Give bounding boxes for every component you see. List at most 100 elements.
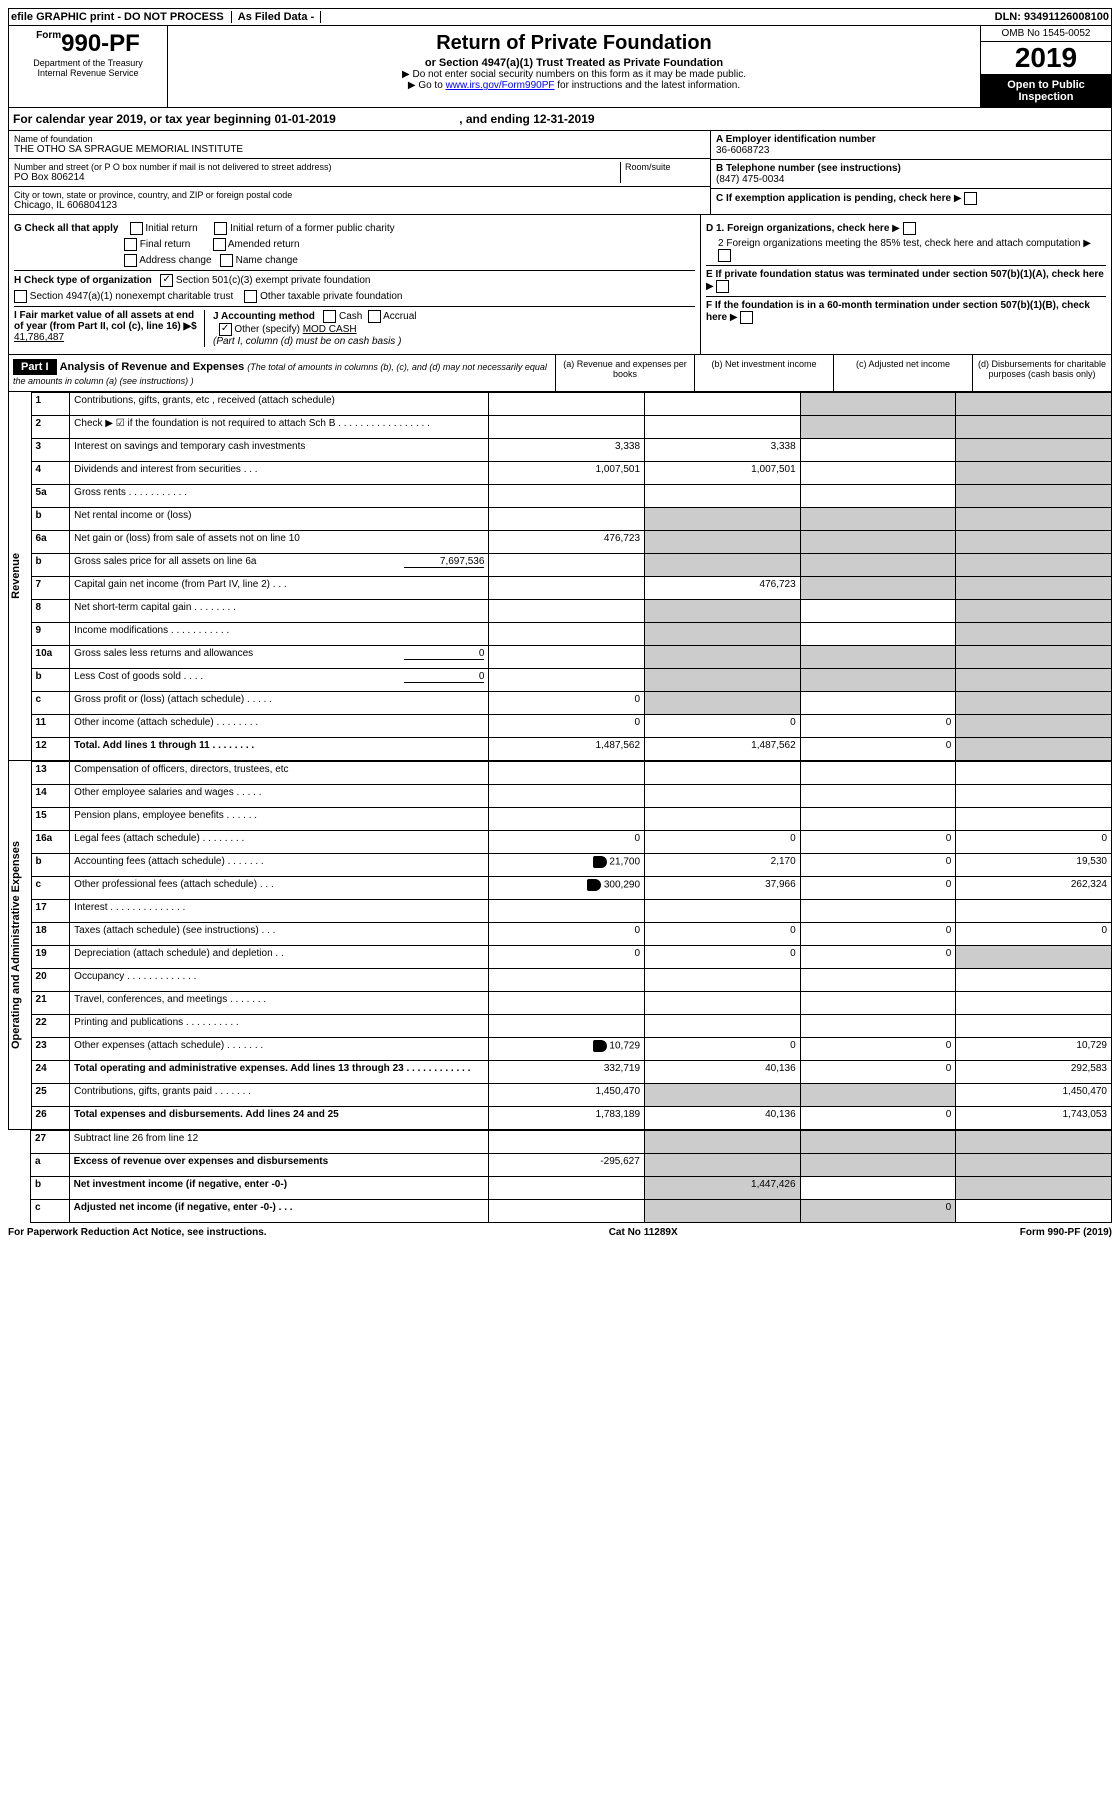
efile-notice: efile GRAPHIC print - DO NOT PROCESS (11, 11, 224, 23)
attachment-icon[interactable] (593, 1040, 607, 1052)
initial-former-cb[interactable] (214, 222, 227, 235)
j-cash-cb[interactable] (323, 310, 336, 323)
tel-label: B Telephone number (see instructions) (716, 163, 901, 174)
address-label: Number and street (or P O box number if … (14, 162, 620, 172)
table-row: cAdjusted net income (if negative, enter… (31, 1200, 1112, 1223)
footer-mid: Cat No 11289X (609, 1227, 678, 1238)
address: PO Box 806214 (14, 172, 620, 183)
room-label: Room/suite (620, 162, 705, 183)
table-row: aExcess of revenue over expenses and dis… (31, 1154, 1112, 1177)
amended-cb[interactable] (213, 238, 226, 251)
foundation-name: THE OTHO SA SPRAGUE MEMORIAL INSTITUTE (14, 144, 705, 155)
form-prefix: Form (36, 30, 61, 41)
table-row: 17Interest . . . . . . . . . . . . . . (31, 900, 1111, 923)
final-return-cb[interactable] (124, 238, 137, 251)
table-row: 22Printing and publications . . . . . . … (31, 1015, 1111, 1038)
table-row: 16aLegal fees (attach schedule) . . . . … (31, 831, 1111, 854)
form-number: 990-PF (61, 30, 140, 57)
title-block: Return of Private Foundation or Section … (168, 26, 980, 107)
f-cb[interactable] (740, 311, 753, 324)
expenses-table: 13Compensation of officers, directors, t… (31, 761, 1112, 1130)
j-note: (Part I, column (d) must be on cash basi… (213, 336, 401, 347)
table-row: bLess Cost of goods sold . . . .0 (31, 669, 1111, 692)
revenue-side-label: Revenue (8, 392, 31, 761)
table-row: bGross sales price for all assets on lin… (31, 554, 1111, 577)
table-row: 18Taxes (attach schedule) (see instructi… (31, 923, 1111, 946)
dept-treasury: Department of the Treasury (13, 58, 163, 68)
table-row: 7Capital gain net income (from Part IV, … (31, 577, 1111, 600)
j-accrual-cb[interactable] (368, 310, 381, 323)
table-row: 19Depreciation (attach schedule) and dep… (31, 946, 1111, 969)
ein-label: A Employer identification number (716, 134, 876, 145)
form-header: Form990-PF Department of the Treasury In… (8, 26, 1112, 108)
j-other-cb[interactable]: ✓ (219, 323, 232, 336)
part1-header-row: Part I Analysis of Revenue and Expenses … (8, 355, 1112, 392)
part1-badge: Part I (13, 359, 57, 375)
dln: DLN: 93491126008100 (995, 11, 1109, 23)
revenue-table: 1Contributions, gifts, grants, etc , rec… (31, 392, 1112, 761)
table-row: 6aNet gain or (loss) from sale of assets… (31, 531, 1111, 554)
irs-link[interactable]: www.irs.gov/Form990PF (446, 80, 555, 91)
table-row: 1Contributions, gifts, grants, etc , rec… (31, 393, 1111, 416)
table-row: 8Net short-term capital gain . . . . . .… (31, 600, 1111, 623)
page-footer: For Paperwork Reduction Act Notice, see … (8, 1223, 1112, 1242)
city-label: City or town, state or province, country… (14, 190, 705, 200)
footer-right: Form 990-PF (2019) (1020, 1227, 1112, 1238)
j-other-val: MOD CASH (303, 324, 357, 335)
ein-value: 36-6068723 (716, 145, 1106, 156)
c-label: C If exemption application is pending, c… (716, 193, 951, 204)
table-row: 10aGross sales less returns and allowanc… (31, 646, 1111, 669)
f-label: F If the foundation is in a 60-month ter… (706, 300, 1090, 323)
h-label: H Check type of organization (14, 275, 152, 286)
city-value: Chicago, IL 606804123 (14, 200, 705, 211)
d1-cb[interactable] (903, 222, 916, 235)
name-change-cb[interactable] (220, 254, 233, 267)
i-label: I Fair market value of all assets at end… (14, 310, 197, 332)
table-row: 15Pension plans, employee benefits . . .… (31, 808, 1111, 831)
note-link: ▶ Go to www.irs.gov/Form990PF for instru… (172, 80, 976, 91)
table-row: bNet rental income or (loss) (31, 508, 1111, 531)
table-row: 27Subtract line 26 from line 12 (31, 1131, 1112, 1154)
form-subtitle: or Section 4947(a)(1) Trust Treated as P… (172, 57, 976, 69)
omb-number: OMB No 1545-0052 (981, 26, 1111, 42)
table-row: bAccounting fees (attach schedule) . . .… (31, 854, 1111, 877)
table-row: 5aGross rents . . . . . . . . . . . (31, 485, 1111, 508)
footer-left: For Paperwork Reduction Act Notice, see … (8, 1227, 267, 1238)
table-row: 12Total. Add lines 1 through 11 . . . . … (31, 738, 1111, 761)
col-a-header: (a) Revenue and expenses per books (555, 355, 694, 391)
as-filed: As Filed Data - (231, 11, 321, 23)
form-id-block: Form990-PF Department of the Treasury In… (9, 26, 168, 107)
expenses-side-label: Operating and Administrative Expenses (8, 761, 31, 1130)
table-row: 23Other expenses (attach schedule) . . .… (31, 1038, 1111, 1061)
year-block: OMB No 1545-0052 2019 Open to Public Ins… (980, 26, 1111, 107)
table-row: 14Other employee salaries and wages . . … (31, 785, 1111, 808)
table-row: 25Contributions, gifts, grants paid . . … (31, 1084, 1111, 1107)
h-501c3-cb[interactable]: ✓ (160, 274, 173, 287)
table-row: bNet investment income (if negative, ent… (31, 1177, 1112, 1200)
addr-change-cb[interactable] (124, 254, 137, 267)
section-g-through-j: G Check all that apply Initial return In… (8, 215, 1112, 355)
initial-return-cb[interactable] (130, 222, 143, 235)
attachment-icon[interactable] (593, 856, 607, 868)
table-row: cGross profit or (loss) (attach schedule… (31, 692, 1111, 715)
g-label: G Check all that apply (14, 223, 118, 234)
table-row: 9Income modifications . . . . . . . . . … (31, 623, 1111, 646)
j-label: J Accounting method (213, 311, 315, 322)
year-end: 12-31-2019 (533, 112, 594, 126)
form-title: Return of Private Foundation (172, 32, 976, 55)
h-4947-cb[interactable] (14, 290, 27, 303)
col-c-header: (c) Adjusted net income (833, 355, 972, 391)
h-other-cb[interactable] (244, 290, 257, 303)
e-label: E If private foundation status was termi… (706, 269, 1104, 280)
col-b-header: (b) Net investment income (694, 355, 833, 391)
note-ssn: ▶ Do not enter social security numbers o… (172, 69, 976, 80)
attachment-icon[interactable] (587, 879, 601, 891)
c-checkbox[interactable] (964, 192, 977, 205)
top-bar: efile GRAPHIC print - DO NOT PROCESS As … (8, 8, 1112, 26)
e-cb[interactable] (716, 280, 729, 293)
irs-label: Internal Revenue Service (13, 68, 163, 78)
year-begin: 01-01-2019 (274, 112, 335, 126)
tax-year: 2019 (981, 42, 1111, 75)
table-row: 21Travel, conferences, and meetings . . … (31, 992, 1111, 1015)
d2-cb[interactable] (718, 249, 731, 262)
